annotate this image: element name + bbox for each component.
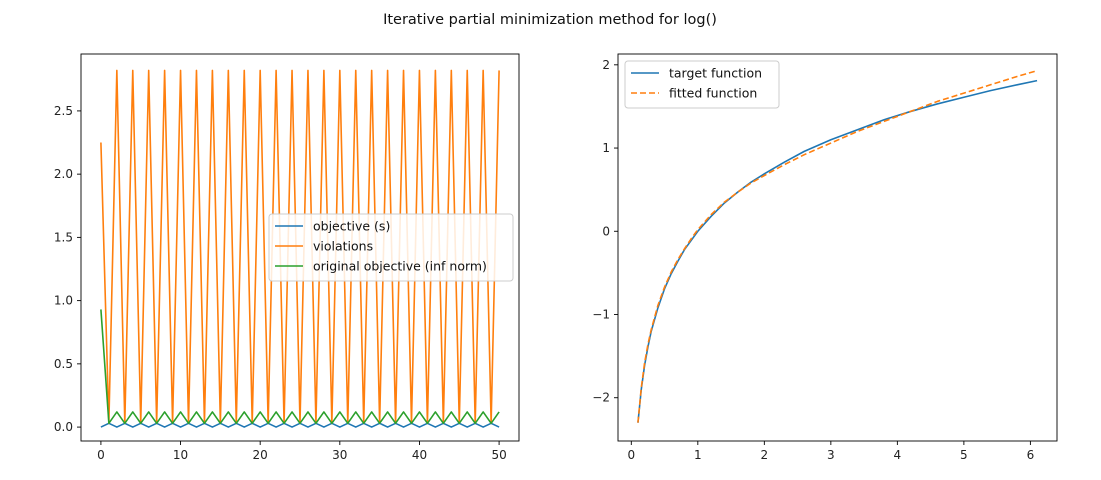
y-tick-label: 1 — [602, 141, 610, 155]
x-tick-label: 0 — [97, 448, 105, 462]
left-plot: 0 10 20 30 40 50 0.0 0.5 1.0 1.5 2.0 2.5 objective (… — [54, 53, 520, 462]
y-tick-label: −2 — [592, 391, 610, 405]
x-tick-label: 40 — [412, 448, 427, 462]
legend: target function fitted function — [624, 60, 780, 109]
y-tick-label: 0.0 — [54, 420, 73, 434]
y-tick-label: 2.0 — [54, 167, 73, 181]
x-tick-label: 10 — [173, 448, 188, 462]
legend-label: fitted function — [669, 86, 757, 101]
y-tick-label: −1 — [592, 307, 610, 321]
right-plot: 0 1 2 3 4 5 6 −2 −1 0 1 2 target function fitted func… — [592, 53, 1058, 462]
legend-label: original objective (inf norm) — [313, 259, 487, 274]
x-tick-label: 50 — [491, 448, 506, 462]
axes-frame — [617, 53, 1058, 442]
x-tick-label: 3 — [827, 448, 835, 462]
series-line-original-objective-inf-norm — [100, 309, 500, 425]
legend-label: violations — [313, 239, 373, 254]
series-line-target-function — [637, 79, 1038, 423]
x-tick-label: 6 — [1027, 448, 1035, 462]
x-tick-label: 1 — [694, 448, 702, 462]
y-tick-label: 1.5 — [54, 230, 73, 244]
legend-label: objective (s) — [313, 219, 390, 234]
y-tick-label: 2.5 — [54, 104, 73, 118]
legend-label: target function — [669, 66, 762, 81]
y-tick-label: 1.0 — [54, 294, 73, 308]
legend-box — [268, 213, 514, 282]
y-tick-label: 2 — [602, 58, 610, 72]
axes-frame — [80, 53, 520, 442]
x-tick-label: 2 — [761, 448, 769, 462]
x-tick-label: 0 — [627, 448, 635, 462]
x-tick-label: 20 — [253, 448, 268, 462]
figure-title: Iterative partial minimization method fo… — [383, 12, 717, 28]
x-tick-label: 4 — [894, 448, 902, 462]
series-line-fitted-function — [637, 69, 1038, 423]
x-tick-label: 5 — [960, 448, 968, 462]
legend: objective (s) violations original objectiv… — [268, 213, 514, 282]
y-tick-label: 0.5 — [54, 357, 73, 371]
y-tick-label: 0 — [602, 224, 610, 238]
x-tick-label: 30 — [332, 448, 347, 462]
legend-box — [624, 60, 780, 109]
